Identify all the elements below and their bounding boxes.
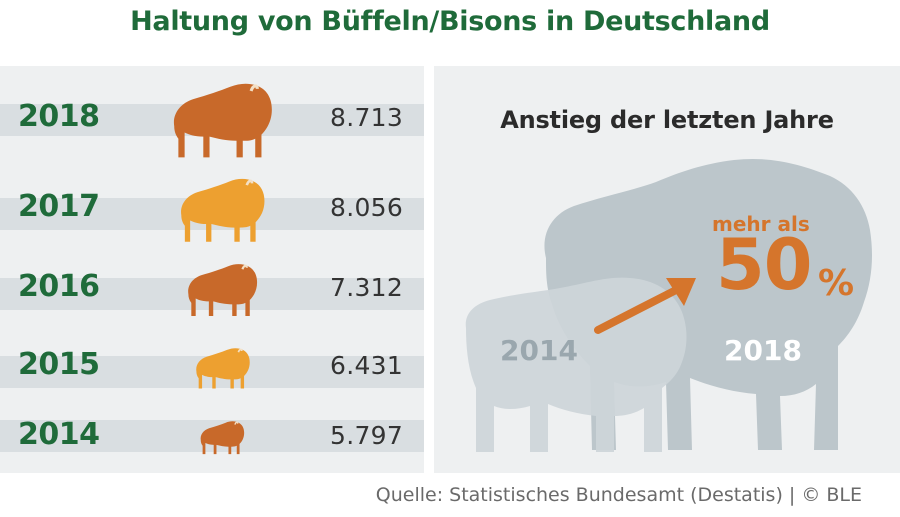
to-year-label: 2018 (724, 334, 802, 367)
value-label: 6.431 (330, 351, 404, 380)
panel-divider (424, 66, 434, 473)
bison-icon (181, 178, 265, 242)
bison-icon (195, 347, 250, 388)
yearly-counts-panel: 2018 8.713 2017 8.056 2016 7.312 2015 6.431 2014… (0, 66, 424, 473)
chart-title: Haltung von Büffeln/Bisons in Deutschlan… (130, 6, 770, 37)
bison-2014-silhouette (465, 277, 687, 452)
year-label: 2018 (18, 99, 100, 134)
value-label: 5.797 (330, 421, 404, 450)
increase-title: Anstieg der letzten Jahre (500, 106, 834, 134)
percent-sign: % (818, 263, 855, 304)
bison-icon (188, 264, 258, 317)
value-label: 8.713 (330, 103, 404, 132)
more-than-label: mehr als (712, 212, 810, 236)
year-label: 2016 (18, 269, 100, 304)
bison-silhouettes (465, 158, 872, 452)
bison-icon (200, 421, 245, 455)
value-label: 8.056 (330, 193, 404, 222)
source-note: Quelle: Statistisches Bundesamt (Destati… (375, 484, 862, 506)
year-label: 2014 (18, 417, 100, 452)
bison-icon (173, 83, 272, 158)
arrow-up-right-icon (594, 278, 696, 334)
from-year-label: 2014 (500, 334, 578, 367)
year-label: 2015 (18, 347, 100, 382)
increase-panel: Anstieg der letzten Jahre 2014 2018 mehr… (434, 66, 900, 473)
year-label: 2017 (18, 189, 100, 224)
value-label: 7.312 (330, 273, 404, 302)
percent-value: 50 (716, 224, 812, 306)
